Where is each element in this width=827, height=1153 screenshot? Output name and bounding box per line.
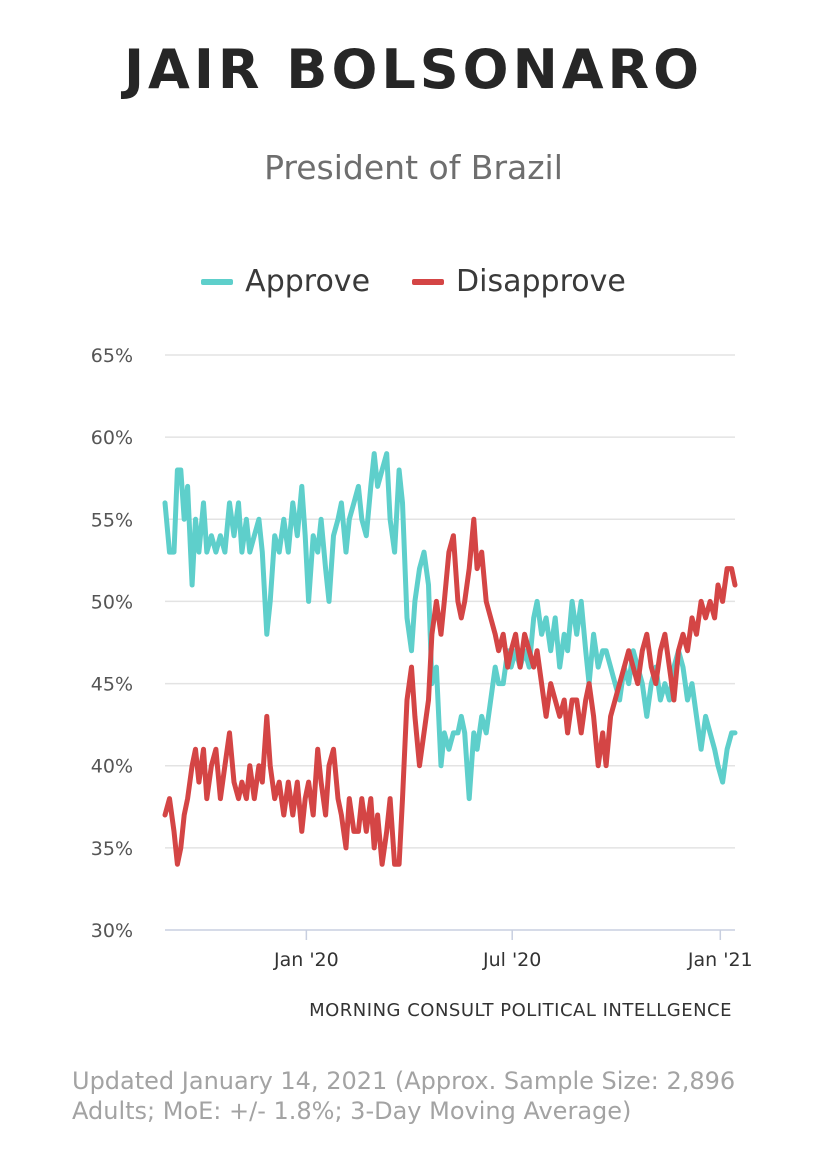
chart-title: JAIR BOLSONARO: [123, 38, 704, 101]
chart-legend: Approve Disapprove: [0, 264, 827, 299]
y-tick-label: 30%: [91, 920, 133, 942]
y-tick-label: 55%: [91, 509, 133, 531]
chart-subtitle: President of Brazil: [264, 148, 563, 187]
legend-label-disapprove: Disapprove: [456, 264, 626, 299]
legend-swatch-disapprove: [412, 278, 445, 285]
legend-item-disapprove[interactable]: Disapprove: [412, 264, 626, 299]
y-axis: 30% 35% 40% 45% 50% 55% 60% 65%: [91, 345, 133, 942]
series-line-approve: [162, 451, 738, 802]
x-tick-label: Jul '20: [482, 949, 541, 971]
source-credit: MORNING CONSULT POLITICAL INTELLGENCE: [309, 1000, 732, 1021]
y-tick-label: 45%: [91, 674, 133, 696]
x-axis: Jan '20 Jul '20 Jan '21: [273, 930, 753, 971]
y-tick-label: 65%: [91, 345, 133, 367]
x-tick-label: Jan '21: [687, 949, 753, 971]
legend-swatch-approve: [201, 278, 234, 285]
series-line-disapprove: [162, 516, 738, 867]
x-tick-label: Jan '20: [273, 949, 339, 971]
legend-item-approve[interactable]: Approve: [201, 264, 370, 299]
legend-label-approve: Approve: [245, 264, 371, 299]
update-footnote: Updated January 14, 2021 (Approx. Sample…: [72, 1067, 736, 1125]
y-tick-label: 50%: [91, 591, 133, 613]
y-tick-label: 35%: [91, 838, 133, 860]
y-tick-label: 60%: [91, 427, 133, 449]
series-lines: [162, 451, 738, 867]
approval-line-chart: 30%35%40%45%50%55%60%65% Jan '20 Jul '20 J…: [91, 345, 753, 971]
y-tick-label: 40%: [91, 756, 133, 778]
